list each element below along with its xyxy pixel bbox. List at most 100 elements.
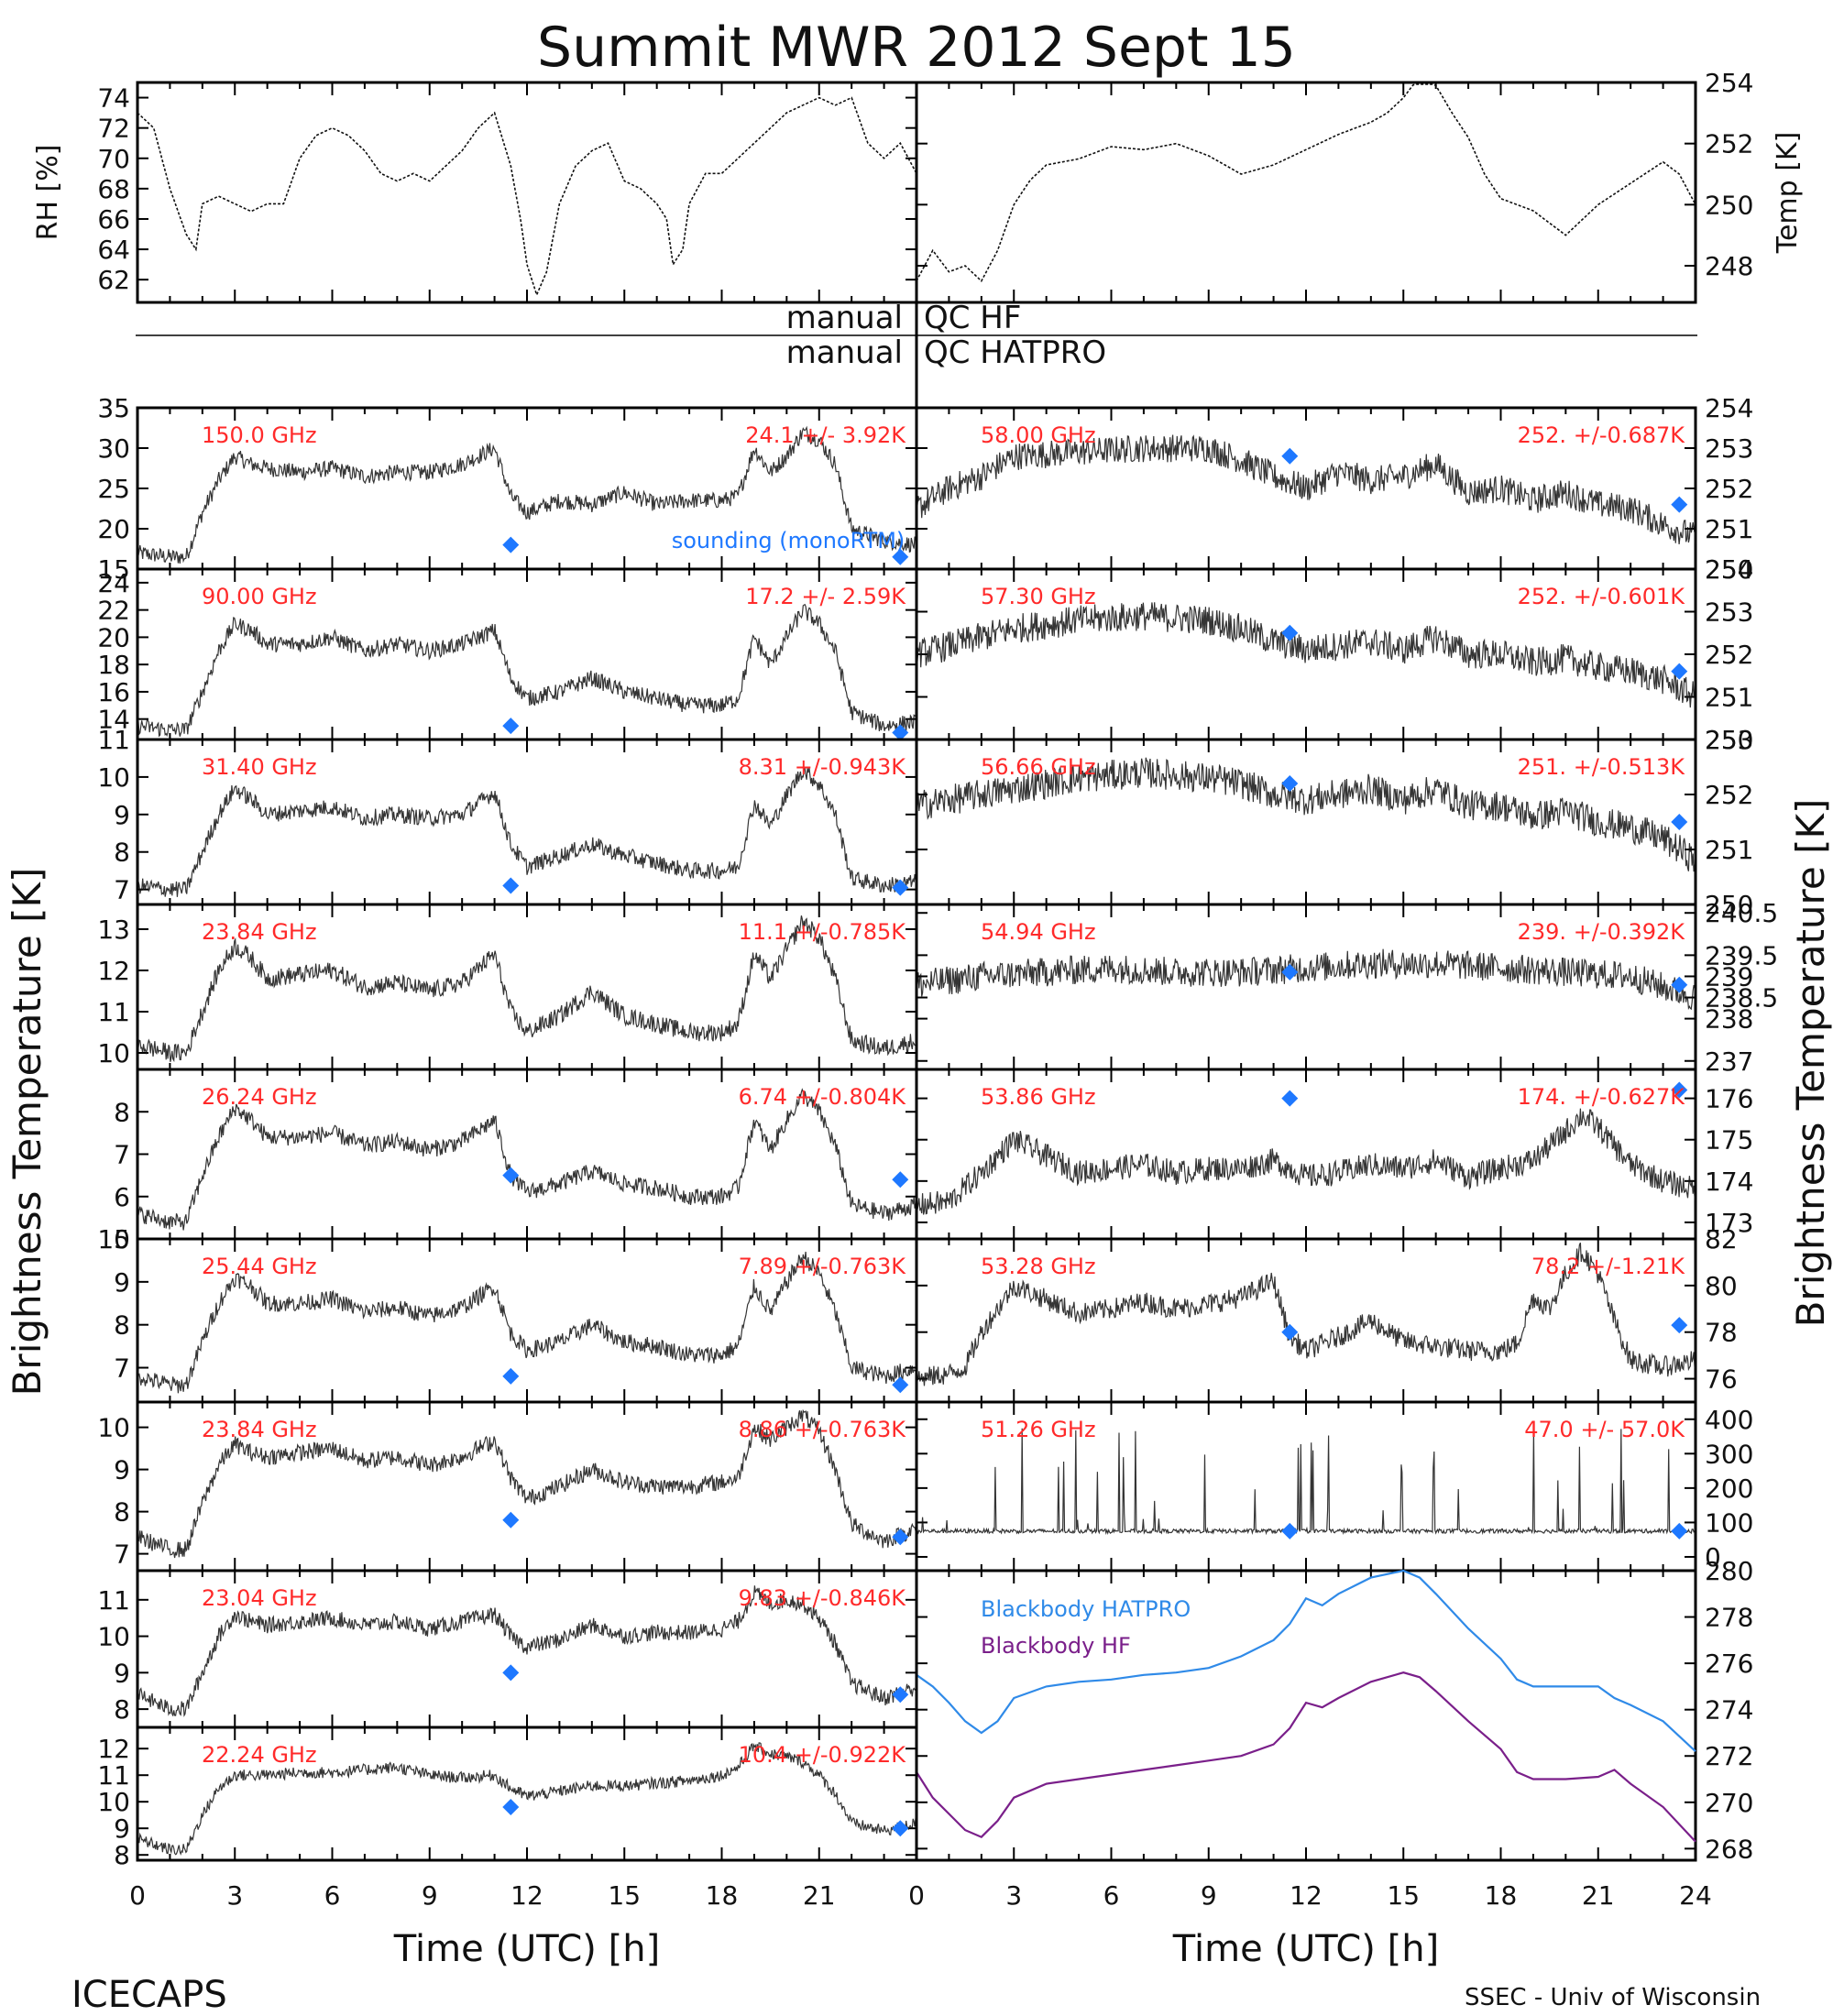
y-tick-label: 8 <box>114 838 130 868</box>
sounding-point <box>1671 1317 1688 1334</box>
series-line <box>137 1408 917 1559</box>
y-tick-label: 62 <box>97 265 130 295</box>
x-tick-label: 12 <box>1290 1880 1323 1911</box>
y-tick-label: 253 <box>1705 725 1753 755</box>
series-line <box>916 602 1696 708</box>
sounding-point <box>892 1171 909 1189</box>
panel-stat-label: 174. +/-0.627K <box>1518 1084 1686 1110</box>
panel-stat-label: 47.0 +/- 57.0K <box>1524 1417 1685 1442</box>
panel-frame <box>136 81 918 304</box>
y-tick-label: 175 <box>1705 1125 1753 1156</box>
sounding-point <box>892 724 909 741</box>
panel-stat-label: 24.1 +/- 3.92K <box>745 422 906 448</box>
panel-stat-label: 8.86 +/-0.763K <box>739 1417 907 1442</box>
panel-stat-label: 10.4 +/-0.922K <box>739 1742 907 1768</box>
x-tick-label: 18 <box>1485 1880 1518 1911</box>
y-tick-label: 274 <box>1705 1695 1753 1726</box>
panel-temp: 248 250 252 254 Temp [K] <box>915 68 1804 304</box>
x-tick-label: 21 <box>803 1880 836 1911</box>
sounding-point <box>502 1167 520 1184</box>
y-tick-label: 7 <box>114 1140 130 1170</box>
y-tick-label: 254 <box>1705 554 1753 585</box>
y-tick-label: 12 <box>97 1734 130 1764</box>
x-tick-label: 6 <box>1103 1880 1120 1911</box>
series-line <box>137 425 917 564</box>
y-tick-label: 252 <box>1705 129 1753 159</box>
y-tick-label: 66 <box>97 204 130 235</box>
y-tick-label: 280 <box>1705 1556 1753 1586</box>
y-tick-label: 13 <box>97 915 130 945</box>
y-tick-label: 238 <box>1705 1004 1753 1035</box>
y-tick-label: 239 <box>1705 961 1753 992</box>
sounding-point <box>1281 624 1299 641</box>
series-line <box>137 603 917 738</box>
series-line <box>916 1242 1696 1386</box>
sounding-point <box>502 1664 520 1682</box>
series-line-hf <box>916 1671 1696 1843</box>
panel-t5328: 76 78 80 82 53.28 GHz 78.2 +/-1.21K <box>915 1224 1738 1404</box>
panel-frequency-label: 23.84 GHz <box>202 919 317 945</box>
panel-frequency-label: 31.40 GHz <box>202 754 317 780</box>
x-tick-label: 3 <box>226 1880 243 1911</box>
y-tick-label: 200 <box>1705 1474 1753 1504</box>
series-line <box>916 434 1696 544</box>
x-tick-label: 12 <box>510 1880 543 1911</box>
x-tick-label: 15 <box>1387 1880 1420 1911</box>
right-y-axis-label: Brightness Temperature [K] <box>1788 799 1833 1328</box>
sounding-point <box>892 548 909 565</box>
x-tick-label: 0 <box>129 1880 146 1911</box>
y-tick-label: 173 <box>1705 1208 1753 1238</box>
y-tick-label: 68 <box>97 174 130 204</box>
series-line <box>137 1088 917 1231</box>
x-tick-label: 0 <box>908 1880 925 1911</box>
panel-stat-label: 11.1 +/-0.785K <box>739 919 907 945</box>
panel-frequency-label: 56.66 GHz <box>981 754 1096 780</box>
y-tick-label: 20 <box>97 622 130 652</box>
y-tick-label: 252 <box>1705 780 1753 810</box>
panel-frequency-label: 23.04 GHz <box>202 1585 317 1611</box>
series-line <box>137 767 917 897</box>
y-tick-label: 272 <box>1705 1741 1753 1771</box>
sounding-point <box>892 879 909 896</box>
y-tick-label: 9 <box>114 1455 130 1485</box>
panel-b2384: 10 11 12 13 23.84 GHz 11.1 +/-0.785K <box>97 903 918 1071</box>
series-line <box>137 1742 917 1856</box>
sounding-point <box>892 1376 909 1394</box>
y-tick-label: 14 <box>97 705 130 735</box>
series-line-hatpro <box>916 1569 1696 1753</box>
y-tick-label: 400 <box>1705 1405 1753 1435</box>
panel-t573: 250 251 252 253 254 57.30 GHz 252. +/-0.601K <box>915 554 1753 755</box>
panel-stat-label: 78.2 +/-1.21K <box>1531 1254 1685 1279</box>
sounding-point <box>892 1528 909 1546</box>
y-tick-label: 268 <box>1705 1834 1753 1864</box>
panel-stat-label: 9.83 +/-0.846K <box>739 1585 907 1611</box>
y-tick-label: 8 <box>114 1497 130 1528</box>
y-tick-label: 270 <box>1705 1788 1753 1818</box>
y-tick-label: 15 <box>97 554 130 585</box>
y-tick-label: 9 <box>114 1813 130 1844</box>
y-tick-label: 30 <box>97 433 130 464</box>
chart-title: Summit MWR 2012 Sept 15 <box>537 16 1296 80</box>
panel-stat-label: 251. +/-0.513K <box>1518 754 1686 780</box>
y-tick-label: 10 <box>97 1413 130 1443</box>
y-tick-label: 254 <box>1705 393 1753 423</box>
x-tick-label: 18 <box>706 1880 739 1911</box>
panel-frequency-label: 53.86 GHz <box>981 1084 1096 1110</box>
y-tick-label: 10 <box>97 1622 130 1652</box>
y-tick-label: 16 <box>97 677 130 707</box>
series-line <box>916 1108 1696 1215</box>
y-tick-label: 64 <box>97 235 130 265</box>
y-tick-label: 78 <box>1705 1318 1738 1348</box>
sounding-point <box>1281 1522 1299 1539</box>
x-axis: 0 3 6 9 12 15 18 21 Time (UTC) [h] 0 3 6 9 12 15 18 21 24… <box>129 1880 1712 1970</box>
x-tick-label: 21 <box>1582 1880 1615 1911</box>
x-tick-label: 9 <box>1201 1880 1217 1911</box>
y-tick-label: 276 <box>1705 1649 1753 1679</box>
y-tick-label: 18 <box>97 650 130 680</box>
y-tick-label: 253 <box>1705 433 1753 464</box>
y-tick-label: 6 <box>114 1182 130 1212</box>
x-tick-label: 6 <box>324 1880 341 1911</box>
panel-stat-label: 252. +/-0.601K <box>1518 584 1686 609</box>
y-axis-label: RH [%] <box>32 145 64 241</box>
